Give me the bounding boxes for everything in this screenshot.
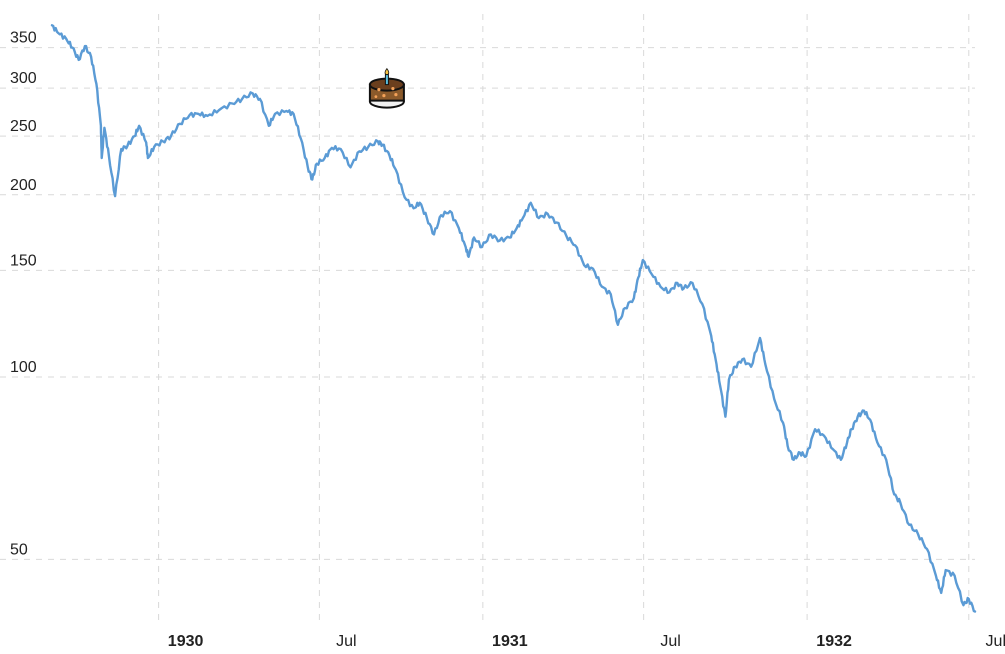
y-tick-label: 50 xyxy=(10,541,28,558)
y-tick-label: 200 xyxy=(10,177,37,194)
grid-lines xyxy=(0,14,975,625)
x-tick-label: 1930 xyxy=(168,633,204,650)
x-tick-label: Jul xyxy=(336,633,356,650)
y-tick-label: 100 xyxy=(10,359,37,376)
x-tick-label: Jul xyxy=(986,633,1005,650)
y-tick-label: 150 xyxy=(10,252,37,269)
y-tick-label: 250 xyxy=(10,118,37,135)
x-tick-label: Jul xyxy=(660,633,680,650)
x-axis-ticks: 1930 Jul 1931 Jul 1932 Jul xyxy=(168,633,1005,650)
y-tick-label: 350 xyxy=(10,30,37,47)
price-series-line xyxy=(50,24,977,613)
x-tick-label: 1931 xyxy=(492,633,528,650)
y-axis-ticks: 50 100 150 200 250 300 350 xyxy=(10,30,37,559)
x-tick-label: 1932 xyxy=(816,633,852,650)
y-tick-label: 300 xyxy=(10,70,37,87)
birthday-cake-icon xyxy=(368,67,405,109)
